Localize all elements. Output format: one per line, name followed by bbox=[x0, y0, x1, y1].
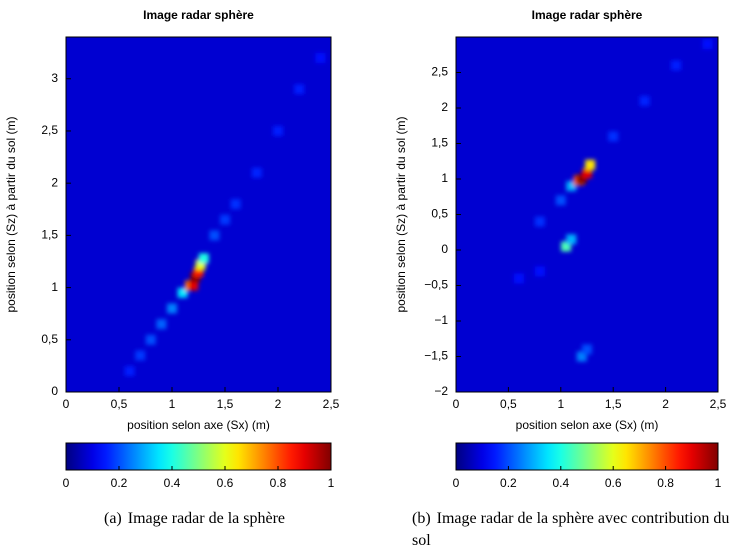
heat-cell bbox=[273, 125, 283, 136]
heat-cell bbox=[608, 131, 619, 142]
x-tick-label: 0,5 bbox=[500, 397, 517, 411]
x-tick-label: 1,5 bbox=[217, 397, 234, 411]
heat-cell bbox=[534, 266, 545, 277]
heat-cell bbox=[251, 167, 262, 178]
heat-cell bbox=[576, 351, 587, 362]
heat-cell bbox=[576, 174, 587, 184]
x-axis-label: position selon axe (Sx) (m) bbox=[127, 418, 270, 432]
y-tick-label: 2 bbox=[441, 100, 448, 114]
x-tick-label: 2 bbox=[662, 397, 669, 411]
heat-cell bbox=[561, 241, 572, 252]
x-tick-label: 1 bbox=[169, 397, 176, 411]
y-tick-label: 1 bbox=[441, 171, 448, 185]
x-tick-label: 2,5 bbox=[323, 397, 340, 411]
colorbar-tick-label: 0.8 bbox=[270, 476, 287, 490]
heat-cell bbox=[167, 303, 177, 314]
y-tick-label: −2 bbox=[434, 384, 448, 398]
heat-cell bbox=[566, 234, 577, 245]
y-tick-label: −1,5 bbox=[424, 349, 448, 363]
colorbar-tick-label: 0.4 bbox=[552, 476, 569, 490]
y-axis-label: position selon (Sz) à partir du sol (m) bbox=[394, 116, 408, 312]
y-tick-label: −1 bbox=[434, 313, 448, 327]
background-cell bbox=[66, 37, 331, 392]
colorbar-tick-label: 0.8 bbox=[657, 476, 674, 490]
heat-cell bbox=[534, 216, 545, 227]
x-tick-label: 2,5 bbox=[710, 397, 727, 411]
heat-cell bbox=[566, 181, 577, 192]
y-tick-label: 1,5 bbox=[431, 136, 448, 150]
y-tick-label: 1 bbox=[51, 280, 58, 294]
colorbar-tick-label: 0.4 bbox=[164, 476, 181, 490]
colorbar-tick-label: 0 bbox=[63, 476, 70, 490]
x-tick-label: 0 bbox=[63, 397, 70, 411]
colorbar-tick-label: 0.2 bbox=[111, 476, 128, 490]
heat-cell bbox=[513, 273, 524, 284]
heat-cell bbox=[220, 214, 230, 225]
caption: (a) Image radar de la sphère bbox=[104, 508, 364, 530]
heat-cell bbox=[190, 272, 201, 283]
heat-cell bbox=[177, 287, 188, 298]
colorbar-tick-label: 0.6 bbox=[217, 476, 234, 490]
x-tick-label: 1,5 bbox=[605, 397, 622, 411]
colorbar-tick-label: 1 bbox=[328, 476, 335, 490]
y-tick-label: 0 bbox=[441, 242, 448, 256]
colorbar-tick-label: 1 bbox=[715, 476, 722, 490]
colorbar-tick-label: 0.6 bbox=[605, 476, 622, 490]
y-tick-label: 2 bbox=[51, 175, 58, 189]
chart-title: Image radar sphère bbox=[532, 8, 643, 22]
colorbar bbox=[455, 442, 719, 471]
background-cell bbox=[456, 37, 718, 392]
chart-title: Image radar sphère bbox=[143, 8, 254, 22]
heat-cell bbox=[145, 334, 156, 345]
x-tick-label: 1 bbox=[557, 397, 564, 411]
colorbar bbox=[65, 442, 332, 471]
heat-cell bbox=[315, 52, 326, 63]
y-tick-label: 1,5 bbox=[41, 228, 58, 242]
x-tick-label: 0,5 bbox=[111, 397, 128, 411]
heat-cell bbox=[555, 195, 566, 206]
y-tick-label: 2,5 bbox=[431, 65, 448, 79]
heat-cell bbox=[198, 253, 209, 264]
heat-cell bbox=[188, 280, 199, 291]
y-tick-label: 0 bbox=[51, 384, 58, 398]
caption-label: (a) bbox=[104, 510, 122, 527]
caption-text: Image radar de la sphère avec contributi… bbox=[412, 510, 730, 549]
heat-cell bbox=[195, 259, 206, 270]
heat-cell bbox=[585, 159, 596, 170]
heat-cell bbox=[156, 319, 167, 330]
colorbar-tick-label: 0.2 bbox=[500, 476, 517, 490]
y-tick-label: 0,5 bbox=[431, 207, 448, 221]
heat-cell bbox=[135, 350, 146, 361]
colorbar-tick-label: 0 bbox=[453, 476, 460, 490]
y-tick-label: 0,5 bbox=[41, 332, 58, 346]
heat-cell bbox=[582, 344, 592, 355]
cells bbox=[124, 52, 326, 377]
x-axis-label: position selon axe (Sx) (m) bbox=[516, 418, 659, 432]
y-tick-label: 3 bbox=[51, 71, 58, 85]
heat-cell bbox=[671, 60, 682, 71]
heat-cell bbox=[294, 84, 305, 95]
x-tick-label: 0 bbox=[453, 397, 460, 411]
caption: (b) Image radar de la sphère avec contrib… bbox=[412, 508, 742, 552]
y-axis-label: position selon (Sz) à partir du sol (m) bbox=[4, 116, 18, 312]
caption-label: (b) bbox=[412, 510, 431, 527]
axes-frame bbox=[65, 36, 332, 393]
heat-cell bbox=[702, 39, 713, 50]
heat-cell bbox=[230, 199, 241, 210]
heat-cell bbox=[124, 366, 135, 377]
heat-cell bbox=[193, 266, 204, 277]
heat-cell bbox=[582, 168, 592, 179]
y-tick-label: 2,5 bbox=[41, 123, 58, 137]
x-tick-label: 2 bbox=[275, 397, 282, 411]
caption-text: Image radar de la sphère bbox=[127, 510, 286, 527]
heat-cell bbox=[209, 230, 220, 241]
heat-cell bbox=[639, 95, 650, 106]
y-tick-label: −0,5 bbox=[424, 278, 448, 292]
cells bbox=[513, 39, 713, 362]
